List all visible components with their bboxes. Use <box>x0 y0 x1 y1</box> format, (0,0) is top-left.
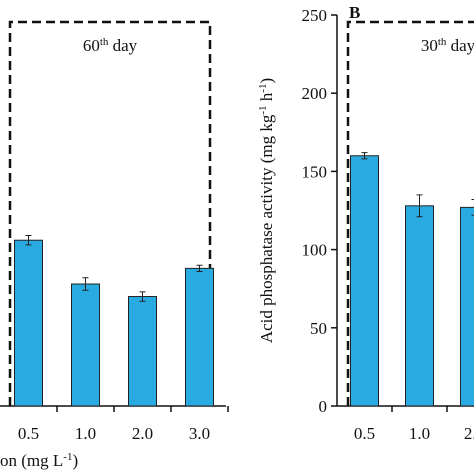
x-tick-label: 2.0 <box>464 424 474 443</box>
x-tick-label: 1.0 <box>409 424 430 443</box>
superscript: -1 <box>257 84 269 93</box>
bar <box>405 205 434 407</box>
error-bar <box>196 264 203 272</box>
text-part: 60 <box>83 36 100 55</box>
x-axis-label: on (mg L-1) <box>0 451 78 470</box>
bar <box>460 206 474 407</box>
error-bar <box>416 194 423 218</box>
text-part: Acid phosphatase activity (mg kg <box>257 114 276 343</box>
bar <box>14 239 43 407</box>
bar <box>350 155 379 407</box>
x-tick-label: 2.0 <box>132 424 153 443</box>
y-tick-label: 150 <box>302 162 328 181</box>
y-tick-label: 100 <box>302 241 328 260</box>
superscript: -1 <box>63 451 72 463</box>
error-bar <box>25 235 32 246</box>
superscript: th <box>100 36 109 48</box>
x-tick-label: 0.5 <box>354 424 375 443</box>
error-bar <box>82 277 89 291</box>
error-bar <box>361 152 368 160</box>
bar <box>185 267 214 407</box>
error-bar <box>139 291 146 302</box>
y-tick-label: 200 <box>302 84 328 103</box>
dashed-frame <box>8 20 212 406</box>
panel-label: B <box>349 3 360 22</box>
superscript: th <box>438 36 447 48</box>
superscript: -1 <box>257 105 269 114</box>
dashed-frame <box>346 20 474 406</box>
x-tick-label: 3.0 <box>189 424 210 443</box>
x-tick-label: 1.0 <box>75 424 96 443</box>
y-tick-label: 50 <box>310 319 327 338</box>
text-part: on (mg L <box>0 451 63 470</box>
x-tick-label: 0.5 <box>18 424 39 443</box>
bar <box>128 296 157 407</box>
y-tick-label: 0 <box>319 397 328 416</box>
text-part: day <box>108 36 137 55</box>
y-tick-label: 250 <box>302 6 328 25</box>
annotation: 60th day <box>83 36 138 55</box>
text-part: ) <box>257 78 276 84</box>
text-part: day <box>446 36 474 55</box>
error-bar <box>471 199 474 216</box>
text-part: h <box>257 92 276 105</box>
annotation: 30th day <box>421 36 474 55</box>
bar <box>71 283 100 407</box>
text-part: ) <box>72 451 78 470</box>
text-part: 30 <box>421 36 438 55</box>
y-axis-label: Acid phosphatase activity (mg kg-1 h-1) <box>257 78 276 343</box>
